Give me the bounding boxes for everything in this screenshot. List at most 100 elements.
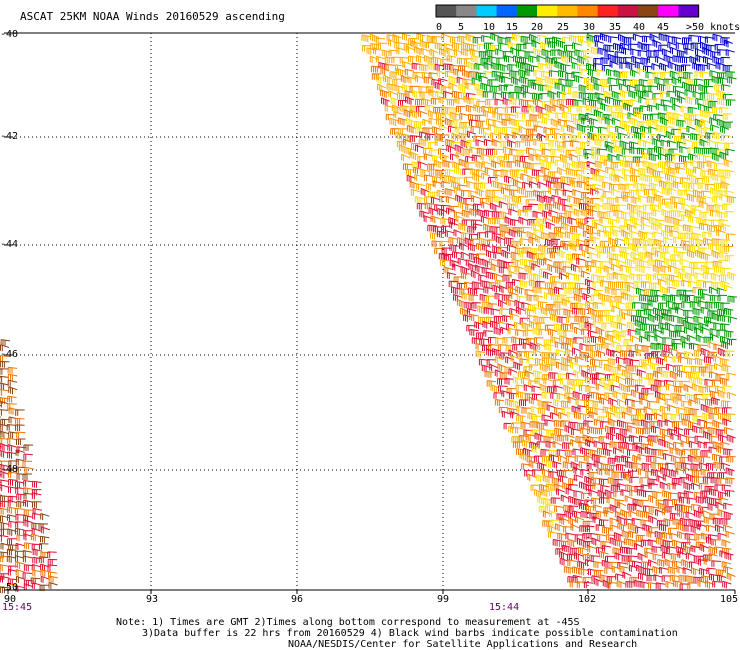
- wind-barb: [458, 158, 468, 168]
- wind-barb: [510, 47, 520, 55]
- wind-barb: [709, 147, 720, 155]
- wind-barb: [557, 328, 567, 337]
- wind-barb: [657, 112, 668, 120]
- wind-barb: [716, 229, 726, 237]
- wind-barb: [703, 79, 714, 86]
- wind-barb: [611, 366, 621, 374]
- wind-barb: [618, 406, 629, 415]
- wind-barb: [700, 490, 710, 498]
- wind-barb: [657, 385, 668, 392]
- wind-barb: [528, 460, 538, 469]
- wind-barb: [721, 364, 731, 372]
- wind-barb: [577, 55, 587, 65]
- wind-barb: [516, 448, 526, 456]
- wind-barb: [561, 400, 571, 408]
- wind-barb: [636, 159, 646, 167]
- lon-label-105: 105: [720, 594, 738, 605]
- wind-barb: [556, 230, 566, 239]
- wind-barb: [707, 406, 718, 414]
- wind-barb: [460, 307, 470, 317]
- wind-barb: [406, 168, 416, 176]
- wind-barb: [577, 422, 587, 430]
- wind-barb: [691, 567, 701, 576]
- wind-barb: [0, 495, 10, 502]
- wind-barb: [607, 358, 618, 366]
- wind-barb: [544, 343, 554, 352]
- wind-barb: [648, 438, 658, 447]
- wind-barb: [23, 492, 34, 500]
- wind-barb: [576, 238, 586, 246]
- wind-barb: [40, 551, 50, 559]
- wind-barb: [595, 427, 605, 435]
- wind-barb: [543, 257, 553, 265]
- note-line-3: NOAA/NESDIS/Center for Satellite Applica…: [288, 639, 638, 650]
- wind-barb: [624, 495, 634, 503]
- wind-barb: [642, 151, 652, 160]
- wind-barb: [595, 187, 605, 195]
- wind-barb: [666, 546, 677, 553]
- wind-barb: [686, 436, 696, 443]
- wind-barb: [597, 97, 607, 105]
- wind-barb: [430, 97, 441, 105]
- wind-barb: [592, 132, 602, 141]
- wind-barb: [562, 442, 572, 450]
- wind-barb: [711, 538, 721, 546]
- wind-barb: [685, 511, 695, 519]
- wind-barb: [530, 429, 540, 437]
- wind-barb: [0, 382, 9, 390]
- wind-barb: [570, 322, 580, 330]
- wind-barb: [48, 571, 58, 578]
- wind-barb: [543, 435, 554, 444]
- wind-barb: [677, 492, 688, 499]
- wind-barb: [449, 221, 459, 229]
- wind-barb: [515, 168, 526, 176]
- wind-barb: [631, 517, 642, 525]
- wind-barb: [673, 246, 684, 254]
- wind-barb: [540, 231, 551, 240]
- wind-barb: [643, 308, 654, 316]
- wind-barb: [640, 539, 651, 547]
- wind-barb: [533, 337, 544, 344]
- wind-barb: [594, 138, 605, 147]
- wind-barb: [449, 106, 459, 115]
- wind-barb: [616, 314, 626, 323]
- wind-barb: [623, 473, 633, 482]
- wind-barb: [638, 252, 648, 259]
- wind-barb: [643, 231, 654, 239]
- wind-barb: [581, 328, 591, 336]
- wind-barb: [431, 78, 441, 86]
- wind-barb: [538, 112, 548, 120]
- wind-barb: [563, 161, 573, 170]
- wind-barb: [550, 358, 561, 366]
- wind-barb: [627, 223, 637, 232]
- wind-barb: [653, 370, 663, 379]
- wind-barb: [399, 56, 410, 64]
- wind-barb: [707, 472, 717, 479]
- wind-barb: [711, 75, 721, 84]
- wind-barb: [615, 104, 625, 113]
- wind-barb: [653, 307, 663, 316]
- wind-barb: [551, 477, 562, 486]
- wind-barb: [628, 510, 638, 518]
- wind-barb: [527, 412, 537, 420]
- wind-barb: [641, 361, 651, 370]
- wind-barb: [577, 173, 587, 183]
- wind-barb: [498, 42, 508, 50]
- wind-barb: [505, 184, 515, 192]
- wind-barb: [623, 538, 634, 546]
- wind-barb: [495, 337, 505, 345]
- wind-barb: [504, 366, 515, 374]
- wind-barb: [717, 72, 727, 79]
- wind-barb: [581, 191, 591, 199]
- wind-barb: [657, 133, 667, 141]
- wind-barb: [31, 582, 42, 590]
- wind-barb: [659, 90, 669, 98]
- wind-barb: [470, 168, 480, 177]
- wind-barb: [565, 487, 575, 495]
- wind-barb: [607, 53, 617, 63]
- wind-barb: [720, 462, 731, 470]
- wind-barb: [699, 70, 710, 78]
- wind-barb: [677, 95, 687, 104]
- wind-barb: [553, 181, 564, 189]
- wind-barb: [563, 242, 573, 251]
